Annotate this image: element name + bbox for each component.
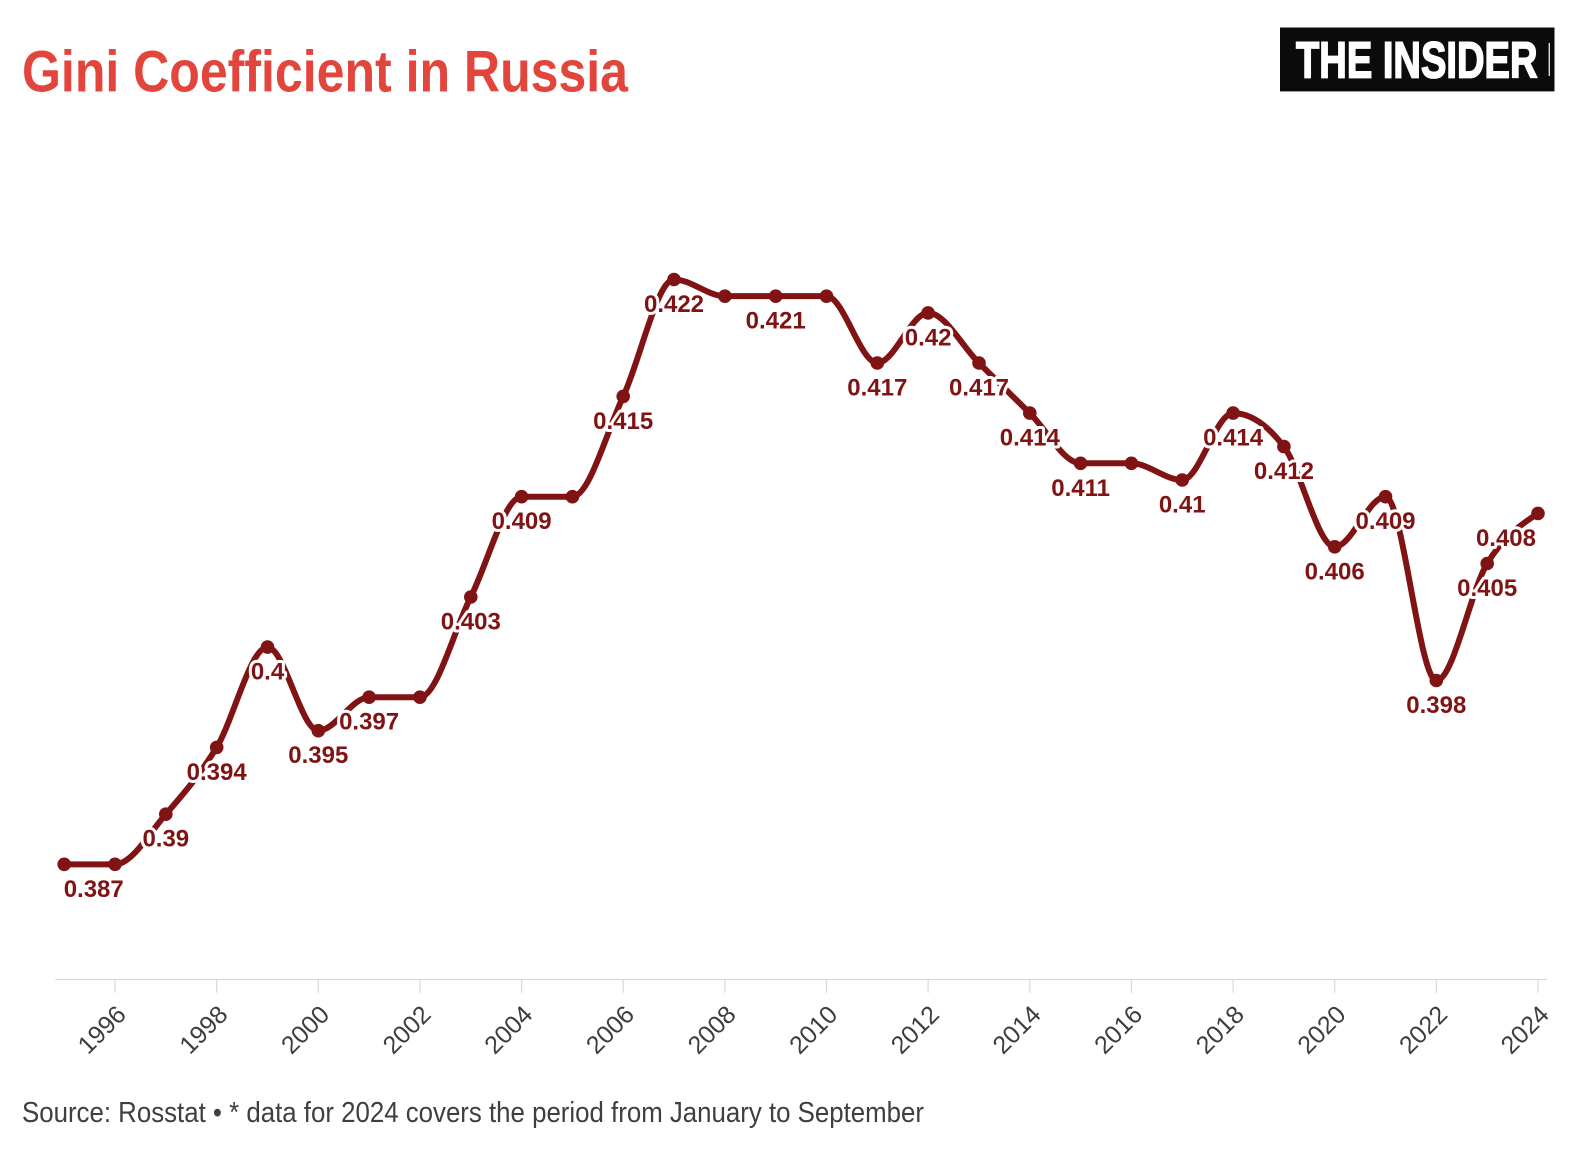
svg-text:0.42: 0.42 bbox=[905, 324, 952, 351]
svg-text:0.414: 0.414 bbox=[1000, 425, 1061, 452]
svg-text:0.422: 0.422 bbox=[644, 291, 704, 318]
svg-text:Gini Coefficient in Russia: Gini Coefficient in Russia bbox=[22, 40, 629, 105]
svg-text:0.403: 0.403 bbox=[441, 609, 501, 636]
svg-text:0.406: 0.406 bbox=[1305, 558, 1365, 585]
svg-text:0.394: 0.394 bbox=[187, 759, 248, 786]
svg-text:0.4: 0.4 bbox=[251, 659, 285, 686]
svg-text:0.39: 0.39 bbox=[142, 826, 189, 853]
svg-text:0.412: 0.412 bbox=[1254, 458, 1314, 485]
svg-text:0.409: 0.409 bbox=[1355, 508, 1415, 535]
svg-text:0.417: 0.417 bbox=[847, 375, 907, 402]
svg-text:0.405: 0.405 bbox=[1457, 575, 1517, 602]
svg-text:0.415: 0.415 bbox=[593, 408, 653, 435]
svg-text:0.397: 0.397 bbox=[339, 709, 399, 736]
svg-text:0.411: 0.411 bbox=[1051, 475, 1110, 502]
svg-text:0.41: 0.41 bbox=[1159, 492, 1206, 519]
svg-text:0.421: 0.421 bbox=[746, 308, 806, 335]
svg-text:THE INSIDER: THE INSIDER bbox=[1296, 32, 1538, 89]
svg-text:0.409: 0.409 bbox=[492, 508, 552, 535]
svg-text:0.417: 0.417 bbox=[949, 375, 1009, 402]
svg-text:0.395: 0.395 bbox=[288, 742, 348, 769]
svg-text:0.414: 0.414 bbox=[1203, 425, 1264, 452]
svg-text:0.408: 0.408 bbox=[1476, 525, 1536, 552]
svg-text:Source: Rosstat • * data for 2: Source: Rosstat • * data for 2024 covers… bbox=[22, 1097, 924, 1129]
svg-text:0.387: 0.387 bbox=[64, 876, 124, 903]
svg-text:0.398: 0.398 bbox=[1406, 692, 1466, 719]
